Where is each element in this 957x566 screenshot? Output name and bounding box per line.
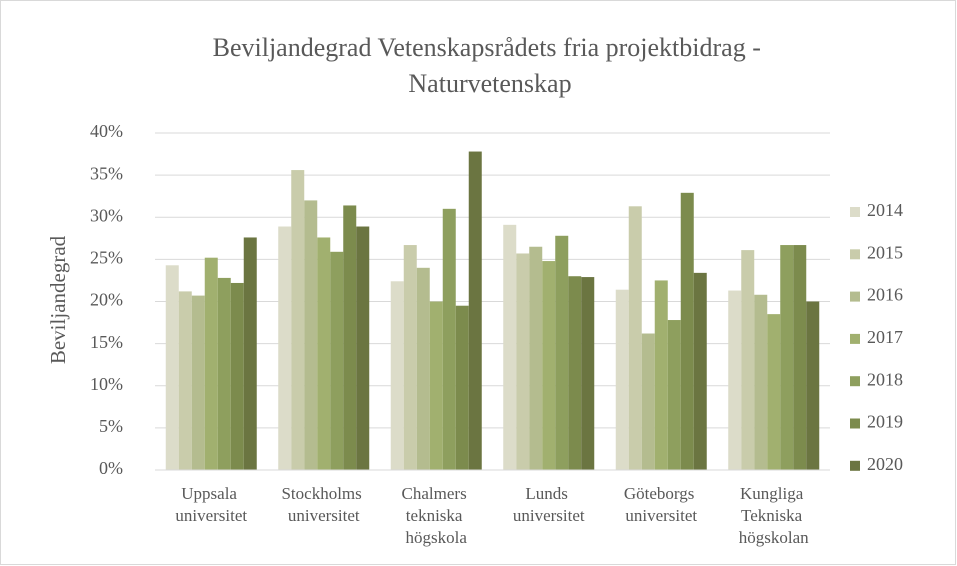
bar: [442, 208, 456, 470]
chart-title: Beviljandegrad Vetenskapsrådets fria pro…: [213, 33, 768, 98]
bar: [503, 224, 517, 470]
legend-swatch: [850, 249, 860, 260]
bar: [343, 205, 357, 470]
x-tick-label: Chalmers tekniska högskola: [402, 484, 471, 547]
y-tick-label: 30%: [90, 205, 123, 225]
bar: [667, 320, 681, 470]
y-tick-label: 25%: [90, 248, 123, 268]
legend-swatch: [850, 418, 860, 429]
y-tick-label: 15%: [90, 332, 123, 352]
y-tick-label: 35%: [90, 163, 123, 183]
y-tick-label: 5%: [99, 416, 123, 436]
bar: [767, 314, 781, 470]
bar: [317, 237, 331, 470]
bar: [568, 276, 582, 470]
bar: [191, 295, 205, 470]
bar: [455, 305, 469, 470]
bar: [806, 301, 820, 470]
bar: [741, 250, 755, 470]
bar: [243, 237, 257, 470]
x-tick-label: Stockholms universitet: [281, 484, 366, 525]
bar: [468, 151, 482, 470]
bar: [780, 245, 794, 470]
legend-swatch: [850, 291, 860, 302]
bar: [330, 251, 344, 470]
bar: [416, 267, 430, 470]
x-tick-label: Lunds universitet: [513, 484, 585, 525]
bar: [654, 280, 668, 470]
bar: [555, 235, 569, 470]
bar: [291, 170, 305, 470]
bar: [204, 257, 218, 470]
legend-label: 2018: [867, 369, 903, 389]
y-tick-label: 40%: [90, 121, 123, 141]
bar: [230, 282, 244, 470]
legend-label: 2019: [867, 412, 903, 432]
bar: [165, 265, 179, 470]
bar: [680, 192, 694, 470]
bar: [615, 289, 629, 470]
x-tick-label: Uppsala universitet: [175, 484, 247, 525]
legend-label: 2020: [867, 454, 903, 474]
bar: [304, 200, 318, 470]
bar: [641, 333, 655, 470]
x-tick-label: Kungliga Tekniska högskolan: [739, 484, 809, 547]
bar: [754, 294, 768, 470]
bar: [529, 246, 543, 470]
legend-swatch: [850, 333, 860, 344]
legend-label: 2017: [867, 327, 903, 347]
bar: [542, 261, 556, 470]
bar: [390, 281, 404, 470]
bar: [628, 206, 642, 471]
bar: [516, 253, 530, 470]
bar: [581, 277, 595, 470]
bar: [728, 290, 742, 470]
y-tick-label: 0%: [99, 458, 123, 478]
bar: [217, 277, 231, 470]
legend-label: 2014: [867, 200, 903, 220]
legend-swatch: [850, 376, 860, 387]
legend-label: 2016: [867, 285, 903, 305]
x-tick-label: Göteborgs universitet: [624, 484, 699, 525]
bar: [429, 301, 443, 470]
bar: [693, 272, 707, 470]
legend-swatch: [850, 460, 860, 471]
bar: [356, 226, 370, 470]
bar: [403, 245, 417, 470]
bar: [278, 226, 292, 470]
y-tick-label: 10%: [90, 374, 123, 394]
bar: [793, 245, 807, 470]
y-axis-label: Beviljandegrad: [46, 235, 70, 364]
bar: [178, 291, 192, 470]
legend-swatch: [850, 207, 860, 217]
y-tick-label: 20%: [90, 290, 123, 310]
legend-label: 2015: [867, 242, 903, 262]
